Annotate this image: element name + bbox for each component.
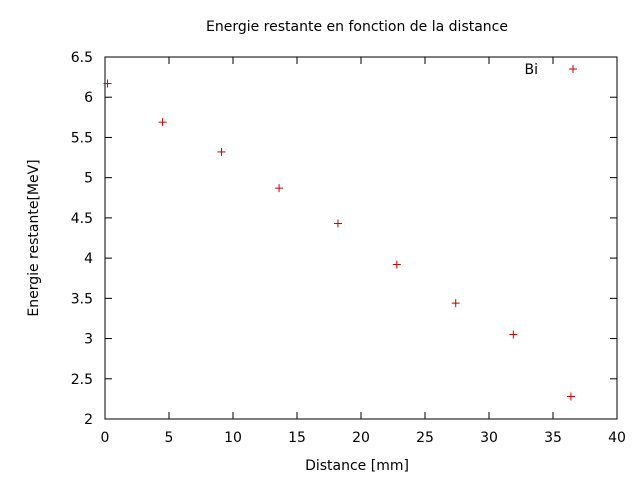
data-point — [392, 260, 401, 269]
y-tick-label: 2 — [84, 412, 93, 428]
x-tick-label: 20 — [352, 430, 370, 446]
data-point — [158, 118, 167, 127]
y-tick-label: 4.5 — [71, 211, 93, 227]
data-point — [566, 392, 575, 401]
legend-label: Bi — [525, 62, 539, 78]
legend-marker — [569, 65, 577, 73]
y-tick-label: 5 — [84, 171, 93, 187]
data-point — [103, 79, 112, 88]
x-tick-label: 5 — [165, 430, 174, 446]
x-axis-title: Distance [mm] — [305, 458, 409, 474]
y-tick-label: 3 — [84, 332, 93, 348]
data-point — [275, 184, 284, 193]
data-point — [333, 219, 342, 228]
y-tick-label: 2.5 — [71, 372, 93, 388]
data-point — [509, 330, 518, 339]
data-point — [451, 299, 460, 308]
y-axis-ticks: 2 2.5 3 3.5 4 4.5 5 5.5 6 6.5 — [71, 50, 617, 428]
x-tick-label: 35 — [544, 430, 562, 446]
y-axis-title: Energie restante[MeV] — [26, 159, 42, 316]
x-tick-label: 25 — [416, 430, 434, 446]
data-point — [217, 147, 226, 156]
x-tick-label: 30 — [480, 430, 498, 446]
y-tick-label: 5.5 — [71, 130, 93, 146]
x-tick-label: 10 — [224, 430, 242, 446]
chart-title: Energie restante en fonction de la dista… — [206, 19, 508, 35]
x-tick-label: 15 — [288, 430, 306, 446]
y-tick-label: 3.5 — [71, 291, 93, 307]
y-tick-label: 4 — [84, 251, 93, 267]
y-tick-label: 6.5 — [71, 50, 93, 66]
y-tick-label: 6 — [84, 90, 93, 106]
legend: Bi — [525, 62, 577, 78]
x-tick-label: 0 — [101, 430, 110, 446]
x-axis-ticks: 0 5 10 15 20 25 30 35 40 — [101, 57, 626, 446]
x-tick-label: 40 — [608, 430, 626, 446]
plot-area-frame — [104, 56, 618, 420]
data-points — [103, 79, 575, 401]
